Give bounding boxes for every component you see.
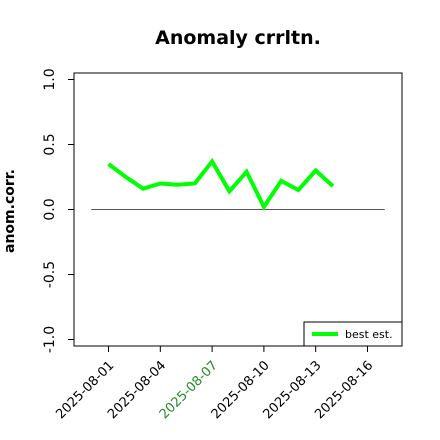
y-tick-label: -1.0 <box>42 326 58 353</box>
y-tick-label: 1.0 <box>42 68 58 90</box>
chart-title: Anomaly crrltn. <box>155 27 321 49</box>
x-axis: 2025-08-012025-08-042025-08-072025-08-10… <box>53 346 376 422</box>
y-tick-label: 0.5 <box>42 133 58 155</box>
y-axis-label: anom.corr. <box>2 169 18 253</box>
y-tick-label: -0.5 <box>42 261 58 288</box>
y-tick-label: 0.0 <box>42 198 58 220</box>
series-layer <box>107 157 335 211</box>
legend: best est. <box>303 321 403 347</box>
series-line-best-est <box>107 157 335 211</box>
y-axis: -1.0 -0.5 0.0 0.5 1.0 <box>42 68 74 353</box>
legend-label-best-est: best est. <box>345 328 393 341</box>
